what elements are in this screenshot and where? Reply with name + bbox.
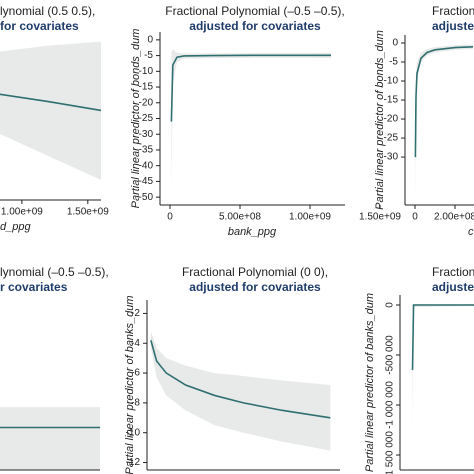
confidence-band <box>150 331 331 451</box>
panel-title: Fractional Polynomial (0 0), <box>182 265 328 279</box>
x-axis-label: c <box>468 226 474 238</box>
y-tick-label: -30 <box>384 152 399 163</box>
x-tick-label: 0 <box>412 212 418 223</box>
y-axis-label: Partial linear predictor of banks_dum <box>124 295 136 474</box>
y-tick-label: -15 <box>384 95 399 106</box>
y-tick-label: -20 <box>384 114 399 125</box>
y-tick-label: -10 <box>384 76 399 87</box>
y-tick-label: -10 <box>139 66 154 77</box>
y-tick-label: -5 <box>144 50 153 61</box>
fit-line <box>170 54 331 122</box>
y-tick-label: -4 <box>131 338 140 349</box>
panel-title: Fractional Polynomial (–0.5 –0.5), <box>165 4 344 18</box>
x-axis-label: bank_ppg <box>228 226 277 238</box>
y-tick-label: -25 <box>384 133 399 144</box>
y-tick-label: -50 <box>139 192 154 203</box>
fit-line <box>414 45 474 158</box>
x-tick-label: 1.00e+09 <box>289 212 331 223</box>
panel-title: Fractional P <box>432 4 474 18</box>
y-tick-label: -5 <box>389 57 398 68</box>
y-axis-label: Partial linear predictor of banks_dum <box>364 293 376 472</box>
panel-subtitle: adjusted for covariates <box>189 280 321 294</box>
x-tick-label: 1.00e+09 <box>1 207 43 218</box>
y-tick-label: 0 <box>392 38 398 49</box>
panel-subtitle: for covariates <box>0 19 79 33</box>
fit-line <box>0 93 102 112</box>
y-tick-label: -2 <box>131 308 140 319</box>
confidence-band <box>171 49 331 191</box>
y-tick-label: -500 000 <box>385 335 396 375</box>
y-tick-label: -1 000 000 <box>385 381 396 429</box>
y-tick-label: -40 <box>139 160 154 171</box>
y-tick-label: 0 <box>147 35 153 46</box>
y-tick-label: -12 <box>126 457 141 468</box>
x-tick-label: 0 <box>167 212 173 223</box>
confidence-band <box>0 41 101 180</box>
y-tick-label: -6 <box>131 368 140 379</box>
x-tick-label: 2.00e+08 <box>434 212 474 223</box>
x-tick-label: 1.50e+09 <box>359 212 401 223</box>
y-tick-label: -45 <box>139 176 154 187</box>
y-tick-label: 0 <box>385 302 396 308</box>
y-tick-label: -25 <box>139 113 154 124</box>
confidence-band <box>0 407 100 470</box>
x-axis-label: d_ppg <box>0 221 31 233</box>
y-tick-label: -10 <box>126 427 141 438</box>
y-tick-label: -1 500 000 <box>385 431 396 474</box>
confidence-band <box>415 44 473 203</box>
panel-title: lynomial (–0.5 –0.5), <box>0 265 109 279</box>
y-axis-label: Partial linear predictor of bonds_dum <box>130 29 142 209</box>
y-axis-label: Partial linear predictor of bonds_dum <box>374 30 386 210</box>
fit-line <box>411 304 474 371</box>
panel-subtitle: adjuste <box>432 280 474 294</box>
y-tick-label: -35 <box>139 145 154 156</box>
y-tick-label: -15 <box>139 82 154 93</box>
panel-subtitle: adjusted <box>432 19 474 33</box>
x-tick-label: 1.50e+09 <box>67 207 109 218</box>
fit-line <box>150 340 331 419</box>
panel-subtitle: adjusted for covariates <box>189 19 321 33</box>
confidence-band <box>412 304 474 435</box>
y-tick-label: -8 <box>131 398 140 409</box>
y-tick-label: -20 <box>139 97 154 108</box>
y-tick-label: -30 <box>139 129 154 140</box>
x-tick-label: 5.00e+08 <box>219 212 261 223</box>
panel-title: lynomial (0.5 0.5), <box>0 4 95 18</box>
panel-subtitle: r covariates <box>0 280 68 294</box>
panel-title: Fractional P <box>432 265 474 279</box>
